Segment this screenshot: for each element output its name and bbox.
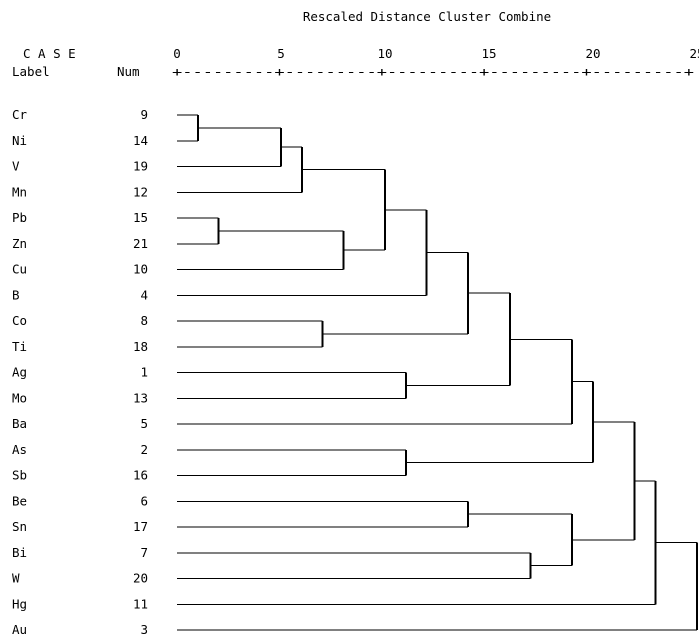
case-rows: Cr 9 Ni 14 V 19 Mn 12 Pb 15 Zn 21 Cu 10 B 4 Co 8 Ti 18 Ag 1 Mo… — [12, 107, 148, 637]
case-number: 1 — [140, 365, 148, 380]
case-label: Be — [12, 493, 27, 508]
dendrogram-links — [177, 114, 698, 631]
case-label: Bi — [12, 545, 27, 560]
case-number: 21 — [133, 236, 148, 251]
case-label: Mn — [12, 184, 27, 199]
case-label: B — [12, 287, 20, 302]
case-number: 6 — [140, 493, 148, 508]
case-number: 13 — [133, 390, 148, 405]
case-label: Cu — [12, 262, 27, 277]
case-label: Ni — [12, 133, 27, 148]
case-label: Au — [12, 622, 27, 637]
case-number: 14 — [133, 133, 148, 148]
case-number: 20 — [133, 571, 148, 586]
case-label: Sn — [12, 519, 27, 534]
case-label: Mo — [12, 390, 27, 405]
num-header: Num — [117, 64, 140, 79]
case-label: Pb — [12, 210, 27, 225]
case-label: As — [12, 442, 27, 457]
scale-tick-label: 0 — [173, 46, 181, 61]
case-number: 11 — [133, 596, 148, 611]
case-number: 4 — [140, 287, 148, 302]
case-label: V — [12, 159, 20, 174]
case-number: 19 — [133, 159, 148, 174]
case-label: Cr — [12, 107, 28, 122]
case-number: 12 — [133, 184, 148, 199]
case-label: W — [12, 571, 20, 586]
scale-tick-label: 25 — [689, 46, 699, 61]
case-number: 7 — [140, 545, 148, 560]
case-label: Ag — [12, 365, 27, 380]
case-number: 15 — [133, 210, 148, 225]
case-number: 5 — [140, 416, 148, 431]
scale-ticks: 0 5 10 15 20 25 — [173, 46, 699, 61]
scale-ruler: +---------+---------+---------+---------… — [172, 64, 694, 79]
case-number: 8 — [140, 313, 148, 328]
case-label: Ba — [12, 416, 27, 431]
case-number: 9 — [140, 107, 148, 122]
case-label: Zn — [12, 236, 27, 251]
case-number: 10 — [133, 262, 148, 277]
case-label: Ti — [12, 339, 27, 354]
scale-tick-label: 5 — [277, 46, 285, 61]
scale-tick-label: 10 — [377, 46, 392, 61]
case-label: Sb — [12, 468, 27, 483]
case-number: 17 — [133, 519, 148, 534]
scale-tick-label: 15 — [481, 46, 496, 61]
case-label: Hg — [12, 596, 27, 611]
scale-tick-label: 20 — [585, 46, 600, 61]
case-label: Co — [12, 313, 27, 328]
case-number: 16 — [133, 468, 148, 483]
label-header: Label — [12, 64, 50, 79]
chart-title: Rescaled Distance Cluster Combine — [303, 9, 551, 24]
case-header: C A S E — [23, 46, 76, 61]
case-number: 18 — [133, 339, 148, 354]
case-number: 3 — [140, 622, 148, 637]
case-number: 2 — [140, 442, 148, 457]
